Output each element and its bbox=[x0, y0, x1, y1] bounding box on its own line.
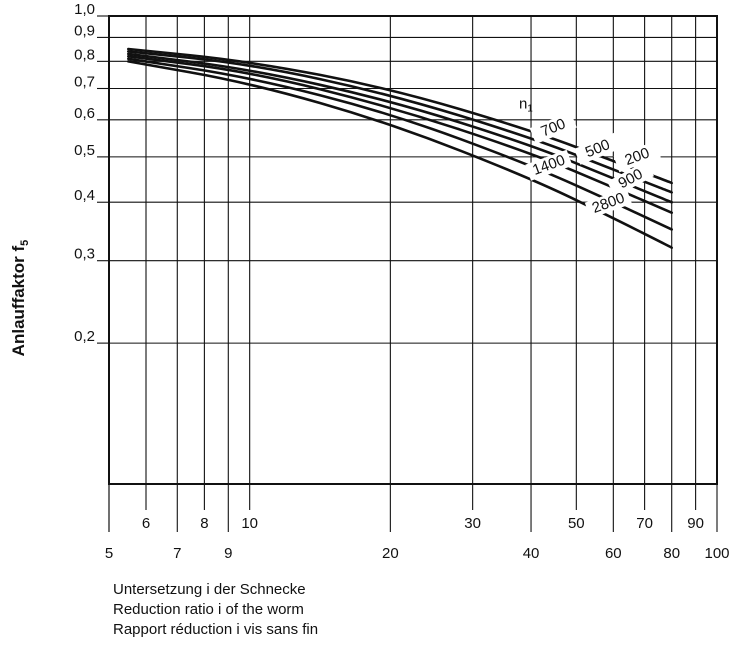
caption-german: Untersetzung i der Schnecke bbox=[113, 581, 306, 598]
y-tick-label: 0,7 bbox=[74, 73, 95, 90]
x-tick-label-major: 20 bbox=[382, 545, 399, 562]
series-line-900 bbox=[127, 55, 673, 214]
caption-english: Reduction ratio i of the worm bbox=[113, 601, 304, 618]
series-label-bg-700 bbox=[529, 111, 577, 144]
y-axis-label-text: Anlauffaktor f bbox=[9, 245, 28, 356]
x-tick-label-minor: 10 bbox=[241, 515, 258, 532]
x-tick-label-minor: 70 bbox=[636, 515, 653, 532]
x-axis-caption: Untersetzung i der Schnecke Reduction ra… bbox=[113, 580, 318, 640]
y-tick-label: 1,0 bbox=[74, 1, 95, 18]
series-label-bg-2800 bbox=[584, 187, 632, 219]
x-tick-label-minor: 6 bbox=[142, 515, 150, 532]
series-param-label: n1 bbox=[519, 95, 533, 114]
x-tick-label-major: 7 bbox=[173, 545, 181, 562]
x-tick-label-minor: 30 bbox=[464, 515, 481, 532]
series-label-bg-200 bbox=[613, 141, 661, 173]
series-line-1400 bbox=[127, 57, 673, 231]
series-line-700 bbox=[127, 52, 673, 204]
x-tick-label-major: 60 bbox=[605, 545, 622, 562]
y-axis-label-subscript: 5 bbox=[19, 240, 31, 246]
series-label-bg-500 bbox=[574, 132, 622, 165]
series-label-bg-900 bbox=[607, 161, 654, 197]
x-tick-label-major: 9 bbox=[224, 545, 232, 562]
x-tick-label-minor: 50 bbox=[568, 515, 585, 532]
chart: 1,0 0,9 0,8 0,7 0,6 0,5 0,4 0,3 0,2 5 7 9 20 40 60 80 10… bbox=[9, 1, 730, 562]
y-tick-label: 0,9 bbox=[74, 22, 95, 39]
x-tick-label-major: 100 bbox=[704, 545, 729, 562]
y-tick-label: 0,8 bbox=[74, 46, 95, 63]
y-axis-label: Anlauffaktor f5 bbox=[9, 240, 31, 357]
y-tick-label: 0,6 bbox=[74, 105, 95, 122]
y-tick-label: 0,5 bbox=[74, 142, 95, 159]
y-tick-label: 0,3 bbox=[74, 246, 95, 263]
x-tick-label-minor: 90 bbox=[687, 515, 704, 532]
series-line-2800 bbox=[127, 60, 673, 249]
x-tick-label-minor: 8 bbox=[200, 515, 208, 532]
tick-labels: 1,0 0,9 0,8 0,7 0,6 0,5 0,4 0,3 0,2 5 7 9 20 40 60 80 10… bbox=[74, 1, 729, 562]
series-label-bg-1400 bbox=[525, 149, 573, 181]
x-tick-label-major: 80 bbox=[663, 545, 680, 562]
caption-french: Rapport réduction i vis sans fin bbox=[113, 621, 319, 638]
x-tick-label-major: 40 bbox=[523, 545, 540, 562]
series-line-200 bbox=[127, 47, 673, 185]
y-tick-label: 0,2 bbox=[74, 328, 95, 345]
grid bbox=[97, 15, 718, 532]
plot-frame bbox=[108, 15, 718, 485]
y-tick-label: 0,4 bbox=[74, 187, 95, 204]
x-tick-label-major: 5 bbox=[105, 545, 113, 562]
